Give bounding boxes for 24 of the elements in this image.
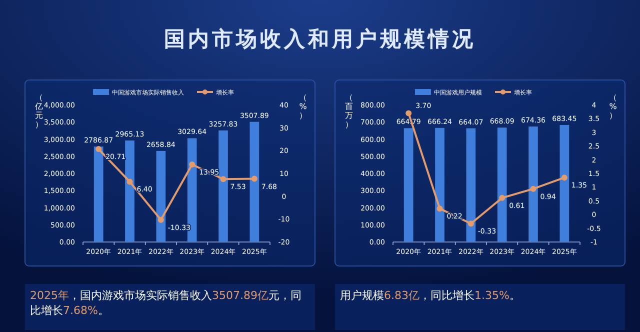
point (499, 194, 506, 201)
y2-axis-title: （%） (299, 93, 308, 120)
bar (94, 146, 104, 242)
point (96, 146, 102, 152)
point (189, 161, 196, 168)
point (406, 110, 412, 116)
point (561, 174, 568, 181)
point (530, 186, 536, 192)
text: 国内市场收入和用户规模情况 (164, 27, 476, 51)
bar (156, 150, 166, 242)
text: 2025年，国内游戏市场实际销售收入3507.89亿元，同比增长7.68%。 (30, 289, 302, 317)
bar (250, 122, 260, 242)
bar (125, 140, 134, 242)
bar (218, 130, 228, 242)
point (436, 206, 443, 212)
y2-axis-title: （%） (609, 93, 618, 120)
point (251, 176, 258, 182)
text: 用户规模6.83亿，同比增长1.35%。 (340, 289, 520, 302)
point (158, 216, 164, 223)
point (126, 178, 133, 185)
point (468, 220, 474, 227)
y-axis-title: （百万） (345, 93, 353, 129)
point (220, 176, 226, 182)
y-axis-title: （亿元） (34, 93, 43, 129)
